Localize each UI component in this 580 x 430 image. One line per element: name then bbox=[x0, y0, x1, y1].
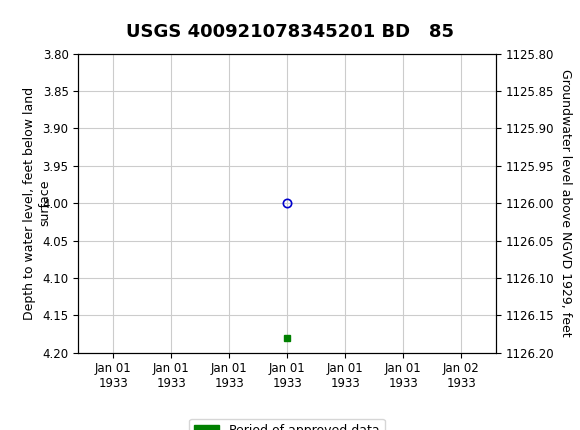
Y-axis label: Groundwater level above NGVD 1929, feet: Groundwater level above NGVD 1929, feet bbox=[559, 69, 572, 337]
Text: USGS: USGS bbox=[34, 12, 89, 29]
Legend: Period of approved data: Period of approved data bbox=[189, 419, 385, 430]
Y-axis label: Depth to water level, feet below land
surface: Depth to water level, feet below land su… bbox=[23, 86, 51, 320]
Text: USGS 400921078345201 BD   85: USGS 400921078345201 BD 85 bbox=[126, 23, 454, 41]
